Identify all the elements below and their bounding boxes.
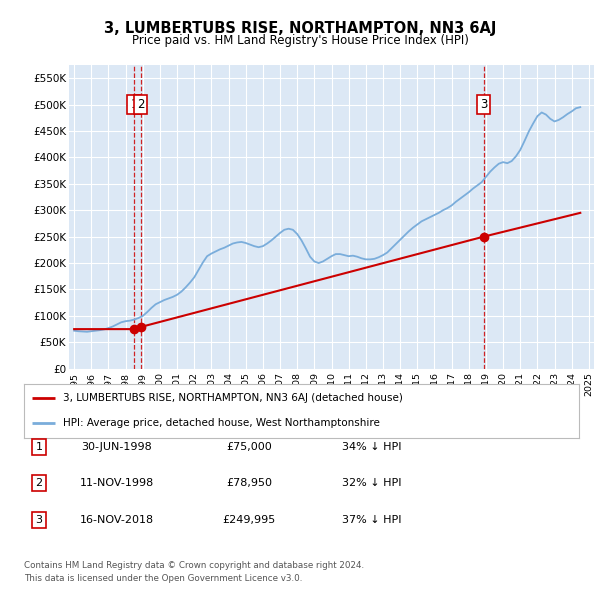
Text: HPI: Average price, detached house, West Northamptonshire: HPI: Average price, detached house, West…	[63, 418, 380, 428]
Text: 3: 3	[480, 98, 487, 111]
Text: £78,950: £78,950	[226, 478, 272, 488]
Text: 11-NOV-1998: 11-NOV-1998	[80, 478, 154, 488]
Text: 2: 2	[35, 478, 43, 488]
Text: £249,995: £249,995	[223, 515, 275, 525]
Text: 34% ↓ HPI: 34% ↓ HPI	[342, 442, 402, 451]
Text: 37% ↓ HPI: 37% ↓ HPI	[342, 515, 402, 525]
Text: 3: 3	[35, 515, 43, 525]
Text: 32% ↓ HPI: 32% ↓ HPI	[342, 478, 402, 488]
Text: Price paid vs. HM Land Registry's House Price Index (HPI): Price paid vs. HM Land Registry's House …	[131, 34, 469, 47]
Text: 1: 1	[130, 98, 138, 111]
Text: 16-NOV-2018: 16-NOV-2018	[80, 515, 154, 525]
Text: 2: 2	[137, 98, 144, 111]
Text: 3, LUMBERTUBS RISE, NORTHAMPTON, NN3 6AJ (detached house): 3, LUMBERTUBS RISE, NORTHAMPTON, NN3 6AJ…	[63, 393, 403, 403]
Text: £75,000: £75,000	[226, 442, 272, 451]
Text: 30-JUN-1998: 30-JUN-1998	[82, 442, 152, 451]
Text: 3, LUMBERTUBS RISE, NORTHAMPTON, NN3 6AJ: 3, LUMBERTUBS RISE, NORTHAMPTON, NN3 6AJ	[104, 21, 496, 36]
Text: Contains HM Land Registry data © Crown copyright and database right 2024.
This d: Contains HM Land Registry data © Crown c…	[24, 562, 364, 583]
Text: 1: 1	[35, 442, 43, 451]
